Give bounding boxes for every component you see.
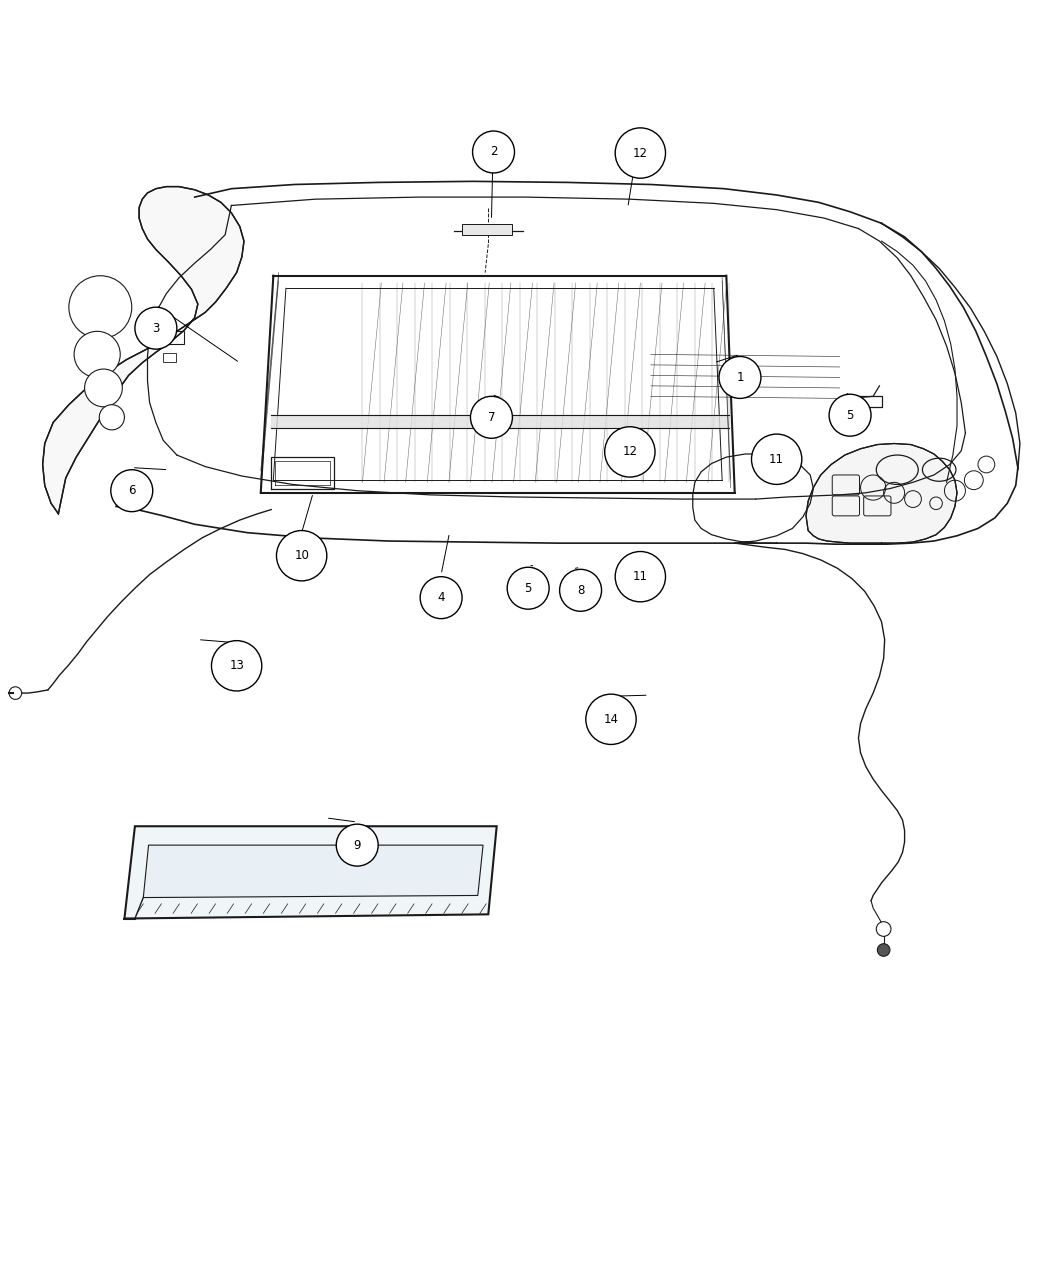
Text: 12: 12 (633, 147, 648, 159)
Circle shape (470, 397, 512, 439)
Circle shape (507, 567, 549, 609)
Circle shape (69, 275, 131, 339)
Text: 1: 1 (736, 371, 743, 384)
Text: 5: 5 (524, 581, 532, 594)
Text: 12: 12 (623, 445, 637, 459)
Circle shape (752, 434, 802, 484)
Circle shape (719, 357, 761, 398)
Circle shape (211, 640, 261, 691)
Circle shape (586, 694, 636, 745)
Polygon shape (43, 186, 244, 514)
Circle shape (878, 944, 890, 956)
Circle shape (560, 570, 602, 611)
Circle shape (75, 332, 121, 377)
Circle shape (615, 128, 666, 178)
Circle shape (100, 404, 125, 430)
Text: 7: 7 (487, 411, 496, 423)
Text: 10: 10 (294, 550, 309, 562)
Circle shape (9, 687, 22, 700)
Polygon shape (143, 845, 483, 898)
Text: 13: 13 (229, 659, 244, 672)
Circle shape (605, 427, 655, 477)
Text: 3: 3 (152, 321, 160, 334)
Text: 9: 9 (354, 839, 361, 852)
Circle shape (849, 398, 862, 411)
Circle shape (134, 307, 176, 349)
Polygon shape (125, 826, 497, 918)
Circle shape (276, 530, 327, 581)
Text: 2: 2 (489, 145, 498, 158)
Text: 5: 5 (846, 409, 854, 422)
Circle shape (85, 368, 123, 407)
Text: 8: 8 (576, 584, 584, 597)
Circle shape (111, 469, 152, 511)
FancyBboxPatch shape (462, 224, 512, 235)
Text: 6: 6 (128, 484, 135, 497)
Circle shape (615, 552, 666, 602)
Circle shape (420, 576, 462, 618)
Polygon shape (806, 444, 957, 543)
Circle shape (472, 131, 514, 173)
Circle shape (877, 922, 891, 936)
Circle shape (336, 824, 378, 866)
Text: 11: 11 (770, 453, 784, 465)
Circle shape (830, 394, 871, 436)
Text: 11: 11 (633, 570, 648, 583)
Text: 4: 4 (438, 592, 445, 604)
Text: 14: 14 (604, 713, 618, 725)
